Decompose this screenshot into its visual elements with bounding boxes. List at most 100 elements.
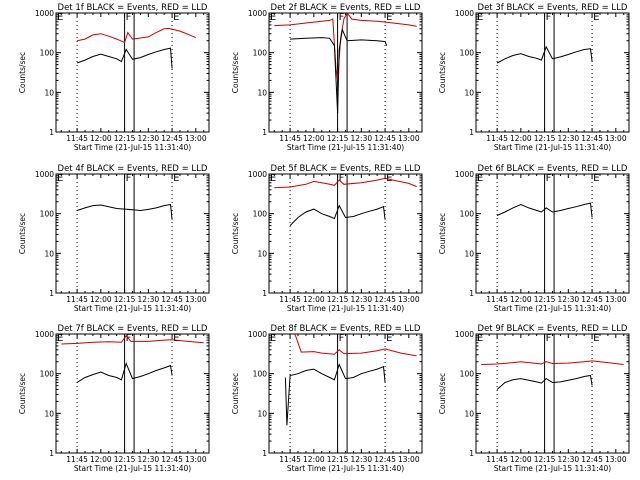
- events-rate-line: [496, 45, 593, 64]
- x-tick-label: 12:00: [90, 455, 112, 464]
- panel-title: Det 6f BLACK = Events, RED = LLD: [478, 164, 628, 174]
- y-tick-label: 1: [49, 289, 54, 298]
- y-tick-label: 1: [469, 449, 474, 458]
- y-tick-label: 1000: [248, 170, 267, 179]
- x-tick-label: 11:45: [486, 134, 508, 143]
- panel-title: Det 5f BLACK = Events, RED = LLD: [271, 164, 421, 174]
- panel-title: Det 9f BLACK = Events, RED = LLD: [478, 324, 628, 334]
- y-tick-label: 100: [460, 49, 475, 58]
- phase-marker: F: [126, 173, 132, 184]
- x-tick-label: 12:30: [138, 295, 160, 304]
- panel-title: Det 8f BLACK = Events, RED = LLD: [271, 324, 421, 334]
- plot-frame: [475, 12, 630, 133]
- x-tick-label: 12:00: [510, 134, 532, 143]
- plot-frame: [268, 12, 423, 133]
- y-tick-label: 100: [253, 370, 268, 379]
- phase-marker: E: [270, 12, 276, 23]
- y-axis-label: Counts/sec: [18, 373, 27, 414]
- plot-frame: [55, 173, 210, 294]
- x-tick-label: 12:45: [374, 134, 396, 143]
- plot-frame: [55, 12, 210, 133]
- y-tick-label: 100: [460, 210, 475, 219]
- phase-marker: F: [339, 12, 345, 23]
- y-tick-label: 1: [469, 128, 474, 137]
- x-tick-label: 12:00: [510, 295, 532, 304]
- x-tick-label: 13:00: [398, 295, 420, 304]
- x-tick-label: 12:30: [351, 455, 373, 464]
- plot-frame: [268, 333, 423, 454]
- x-tick-label: 12:15: [327, 455, 349, 464]
- phase-marker: F: [546, 333, 552, 344]
- plot-frame: [55, 333, 210, 454]
- y-tick-label: 10: [44, 88, 54, 97]
- y-axis-label: Counts/sec: [438, 373, 447, 414]
- x-tick-label: 11:45: [66, 134, 88, 143]
- x-axis-label: Start Time (21-Jul-15 11:31:40): [74, 304, 191, 313]
- phase-marker: E: [477, 12, 483, 23]
- x-tick-label: 12:00: [303, 134, 325, 143]
- x-tick-label: 11:45: [279, 455, 301, 464]
- y-tick-label: 10: [464, 249, 474, 258]
- x-axis-label: Start Time (21-Jul-15 11:31:40): [287, 304, 404, 313]
- panel-title: Det 4f BLACK = Events, RED = LLD: [58, 164, 208, 174]
- detector-panel-9: Det 9f BLACK = Events, RED = LLD 1 10 100 10…: [438, 324, 630, 473]
- y-tick-label: 1: [262, 289, 267, 298]
- y-axis-label: Counts/sec: [438, 213, 447, 254]
- y-tick-label: 10: [44, 249, 54, 258]
- phase-marker: E: [477, 333, 483, 344]
- x-tick-label: 12:15: [114, 295, 136, 304]
- y-tick-label: 1000: [248, 9, 267, 18]
- detector-panel-6: Det 6f BLACK = Events, RED = LLD 1 10 100 10…: [438, 164, 630, 313]
- x-tick-label: 12:45: [161, 295, 183, 304]
- x-tick-label: 12:15: [534, 295, 556, 304]
- x-tick-label: 12:45: [374, 455, 396, 464]
- detector-panel-8: Det 8f BLACK = Events, RED = LLD 1 10 100 10…: [231, 324, 423, 473]
- events-rate-line: [496, 374, 593, 390]
- phase-marker: F: [339, 173, 345, 184]
- x-axis-label: Start Time (21-Jul-15 11:31:40): [494, 143, 611, 152]
- x-axis-label: Start Time (21-Jul-15 11:31:40): [287, 464, 404, 473]
- x-axis-label: Start Time (21-Jul-15 11:31:40): [74, 143, 191, 152]
- lld-rate-line: [274, 12, 417, 81]
- detector-panel-4: Det 4f BLACK = Events, RED = LLD 1 10 100 10…: [18, 164, 210, 313]
- y-tick-label: 10: [257, 88, 267, 97]
- events-rate-line: [284, 363, 386, 426]
- plot-frame: [268, 173, 423, 294]
- phase-marker: E: [270, 333, 276, 344]
- x-tick-label: 13:00: [398, 134, 420, 143]
- y-axis-label: Counts/sec: [231, 52, 240, 93]
- events-rate-line: [289, 204, 386, 226]
- detector-panel-2: Det 2f BLACK = Events, RED = LLD 1 10 100 10…: [231, 3, 423, 152]
- events-rate-line: [290, 27, 388, 114]
- panel-title: Det 3f BLACK = Events, RED = LLD: [478, 3, 628, 13]
- events-rate-line: [76, 47, 173, 69]
- panel-title: Det 2f BLACK = Events, RED = LLD: [271, 3, 421, 13]
- lld-rate-line: [77, 27, 196, 44]
- lld-rate-line: [61, 334, 204, 345]
- y-tick-label: 100: [253, 210, 268, 219]
- x-tick-label: 12:15: [534, 134, 556, 143]
- x-tick-label: 13:00: [398, 455, 420, 464]
- x-tick-label: 12:15: [114, 455, 136, 464]
- y-axis-label: Counts/sec: [231, 373, 240, 414]
- x-tick-label: 11:45: [486, 455, 508, 464]
- x-tick-label: 12:15: [327, 295, 349, 304]
- x-tick-label: 12:00: [90, 134, 112, 143]
- detector-panel-3: Det 3f BLACK = Events, RED = LLD 1 10 100 10…: [438, 3, 630, 152]
- detector-panel-7: Det 7f BLACK = Events, RED = LLD 1 10 100 10…: [18, 324, 210, 473]
- y-tick-label: 10: [257, 249, 267, 258]
- y-tick-label: 1000: [35, 170, 54, 179]
- plot-frame: [475, 333, 630, 454]
- x-tick-label: 13:00: [185, 295, 207, 304]
- phase-marker: E: [386, 173, 392, 184]
- x-axis-label: Start Time (21-Jul-15 11:31:40): [74, 464, 191, 473]
- y-axis-label: Counts/sec: [438, 52, 447, 93]
- x-tick-label: 13:00: [185, 134, 207, 143]
- x-tick-label: 12:15: [327, 134, 349, 143]
- y-axis-label: Counts/sec: [18, 52, 27, 93]
- x-tick-label: 11:45: [486, 295, 508, 304]
- y-tick-label: 100: [40, 49, 55, 58]
- y-tick-label: 1000: [455, 9, 474, 18]
- lld-rate-line: [481, 360, 624, 365]
- phase-marker: E: [173, 12, 179, 23]
